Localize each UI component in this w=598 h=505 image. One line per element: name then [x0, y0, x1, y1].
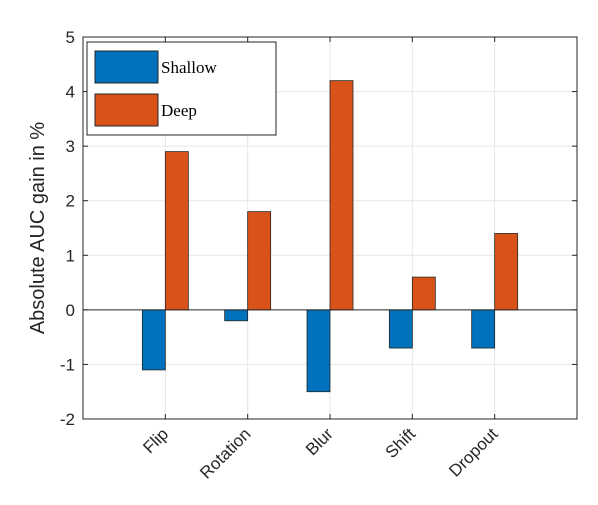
bar-shallow-dropout: [471, 309, 496, 349]
bar-deep-rotation: [247, 211, 272, 311]
y-tick-label: -1: [60, 355, 75, 374]
legend-label-shallow: Shallow: [161, 58, 217, 77]
bar-shallow-rotation: [224, 309, 249, 322]
y-axis-label: Absolute AUC gain in %: [27, 122, 49, 335]
y-tick-label: 2: [66, 192, 75, 211]
x-tick-label: Blur: [302, 424, 337, 459]
y-tick-label: -2: [60, 410, 75, 429]
y-tick-label: 1: [66, 246, 75, 265]
x-tick-label: Flip: [139, 424, 172, 457]
bar-shallow-flip: [141, 309, 166, 371]
bar-deep-shift: [411, 276, 436, 311]
bar-shallow-shift: [388, 309, 413, 349]
y-tick-label: 4: [66, 83, 75, 102]
bar-deep-flip: [164, 151, 189, 311]
legend: Shallow Deep: [86, 41, 277, 136]
y-tick-label: 5: [66, 28, 75, 47]
legend-label-deep: Deep: [161, 101, 197, 120]
bars: [141, 80, 519, 393]
legend-swatch-shallow: [94, 50, 159, 84]
x-tick-label: Dropout: [445, 424, 501, 480]
y-tick-label: 3: [66, 137, 75, 156]
legend-swatch-deep: [94, 93, 159, 127]
bar-deep-dropout: [494, 233, 519, 311]
y-axis-ticks: -2 -1 0 1 2 3 4 5: [60, 28, 577, 429]
bar-shallow-blur: [306, 309, 331, 393]
x-tick-label: Rotation: [196, 424, 254, 482]
x-tick-label: Shift: [382, 424, 420, 462]
y-tick-label: 0: [66, 301, 75, 320]
bar-deep-blur: [329, 80, 354, 311]
